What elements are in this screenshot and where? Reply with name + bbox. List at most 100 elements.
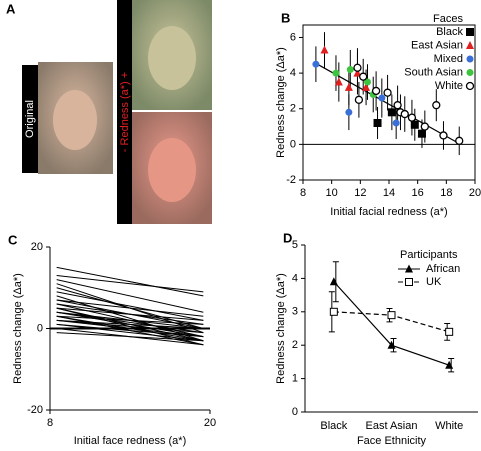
legend-marker xyxy=(466,69,474,76)
marker xyxy=(329,277,338,286)
y-axis-label: Redness change (Δa*) xyxy=(12,273,24,384)
marker xyxy=(387,311,396,320)
legend-label: South Asian xyxy=(404,66,463,78)
x-tick-label: 16 xyxy=(412,187,424,199)
legend-label: Mixed xyxy=(434,53,463,65)
marker xyxy=(432,101,441,110)
marker xyxy=(364,78,371,86)
x-axis-label: Face Ethnicity xyxy=(357,435,427,447)
marker xyxy=(445,360,454,369)
marker xyxy=(455,136,464,145)
panel-label: D xyxy=(283,230,292,245)
line xyxy=(56,275,204,293)
line xyxy=(56,323,204,342)
redness-label: - Redness (a*) + xyxy=(119,72,131,152)
line xyxy=(56,319,204,329)
marker xyxy=(400,109,409,119)
legend-label: East Asian xyxy=(411,39,463,51)
y-tick-label: -2 xyxy=(286,174,296,186)
legend-marker xyxy=(405,264,413,273)
face xyxy=(148,138,196,202)
legend-marker xyxy=(465,81,475,91)
line xyxy=(56,279,204,313)
x-tick-label: 14 xyxy=(383,187,395,199)
marker xyxy=(373,118,382,127)
y-tick-label: 4 xyxy=(290,67,296,79)
x-tick-label: 18 xyxy=(440,187,452,199)
y-tick-label: 1 xyxy=(292,373,298,385)
legend-marker xyxy=(466,28,474,36)
face xyxy=(148,26,196,90)
marker xyxy=(312,60,320,68)
marker xyxy=(329,307,338,316)
y-axis-label: Redness change (Δa*) xyxy=(275,273,287,384)
marker xyxy=(410,120,419,129)
panel-label: A xyxy=(6,1,16,16)
x-tick-label: 8 xyxy=(300,187,306,199)
marker xyxy=(320,45,329,54)
y-tick-label: 6 xyxy=(290,31,296,43)
x-tick-label: 12 xyxy=(354,187,366,199)
original-label: Original xyxy=(24,100,36,138)
x-tick-label: Black xyxy=(320,420,347,432)
marker xyxy=(346,66,354,74)
line xyxy=(56,266,204,297)
marker xyxy=(387,108,396,117)
y-tick-label: 5 xyxy=(292,239,298,251)
marker xyxy=(393,101,402,110)
x-tick-label: East Asian xyxy=(366,420,418,432)
marker xyxy=(354,95,364,104)
x-tick-label: 20 xyxy=(204,417,216,429)
line xyxy=(56,319,204,334)
line xyxy=(56,332,204,342)
marker xyxy=(420,122,429,131)
y-axis-label: Redness change (Δa*) xyxy=(275,47,287,158)
label-bar xyxy=(117,0,132,224)
y-tick-label: 0 xyxy=(290,138,296,150)
marker xyxy=(445,327,454,336)
x-tick-label: White xyxy=(435,420,463,432)
y-tick-label: 2 xyxy=(292,339,298,351)
line xyxy=(56,299,204,317)
y-tick-label: 20 xyxy=(31,241,43,253)
marker xyxy=(417,129,426,138)
marker xyxy=(407,113,417,122)
line xyxy=(56,291,204,321)
legend-marker xyxy=(466,55,474,63)
line xyxy=(56,315,204,325)
y-tick-label: 2 xyxy=(290,103,296,115)
legend-title: Faces xyxy=(433,13,463,25)
marker xyxy=(345,108,353,116)
marker xyxy=(371,86,381,96)
y-tick-label: 0 xyxy=(292,406,298,418)
panel-label: B xyxy=(281,10,290,25)
legend-label: White xyxy=(435,80,463,92)
marker xyxy=(344,82,353,91)
y-tick-label: 4 xyxy=(292,272,298,284)
x-axis-label: Initial face redness (a*) xyxy=(74,435,187,447)
marker xyxy=(392,119,400,127)
marker xyxy=(387,340,396,349)
marker xyxy=(353,63,362,72)
marker xyxy=(378,94,386,102)
marker xyxy=(362,82,371,91)
marker xyxy=(359,72,368,81)
marker xyxy=(439,131,448,140)
marker xyxy=(332,69,340,77)
legend-title: Participants xyxy=(400,249,458,261)
y-tick-label: -20 xyxy=(27,404,43,416)
x-axis-label: Initial facial redness (a*) xyxy=(330,206,447,218)
panel-a: A Original - Redness (a*) + xyxy=(6,0,212,224)
y-tick-label: 3 xyxy=(292,306,298,318)
line xyxy=(333,281,450,366)
legend-label: Black xyxy=(436,26,463,38)
x-tick-label: 8 xyxy=(47,417,53,429)
marker xyxy=(383,88,392,97)
legend-label: African xyxy=(426,263,460,275)
marker xyxy=(353,68,362,77)
label-bar xyxy=(22,65,38,173)
line xyxy=(56,295,204,342)
line xyxy=(56,323,204,338)
legend-label: UK xyxy=(426,276,442,288)
